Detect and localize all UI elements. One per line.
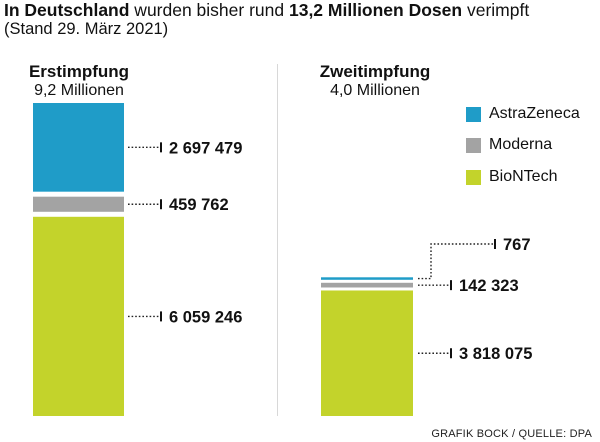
- legend-swatch-moderna: [466, 137, 481, 153]
- source-credit: GRAFIK BOCK / QUELLE: DPA: [431, 428, 592, 440]
- data-label-biontech-zweitimpfung: 3 818 075: [459, 345, 532, 363]
- legend-item-moderna: Moderna: [466, 135, 552, 155]
- group-divider: [277, 64, 278, 416]
- legend-label-astrazeneca: AstraZeneca: [489, 105, 580, 122]
- headline-bold-region: In Deutschland: [4, 0, 130, 20]
- legend-label-biontech: BioNTech: [489, 168, 558, 185]
- group-subtitle-zweitimpfung: 4,0 Millionen: [330, 82, 420, 99]
- bar-segment-astrazeneca-erstimpfung: [33, 103, 124, 192]
- data-label-moderna-erstimpfung: 459 762: [169, 196, 229, 214]
- leader-line-astrazeneca-zweitimpfung: [418, 243, 493, 280]
- group-title-zweitimpfung: Zweitimpfung: [319, 62, 431, 81]
- legend-item-biontech: BioNTech: [466, 167, 557, 187]
- data-label-moderna-zweitimpfung: 142 323: [459, 277, 519, 295]
- chart-headline: In Deutschland wurden bisher rund 13,2 M…: [4, 0, 529, 20]
- headline-bold-total: 13,2 Millionen Dosen: [288, 0, 463, 20]
- bar-segment-moderna-zweitimpfung: [321, 282, 413, 288]
- legend-swatch-astrazeneca: [466, 106, 481, 122]
- headline-text-2: verimpft: [462, 0, 530, 20]
- group-title-erstimpfung: Erstimpfung: [28, 62, 130, 81]
- headline-text-1: wurden bisher rund: [129, 0, 289, 20]
- data-label-astrazeneca-erstimpfung: 2 697 479: [169, 139, 242, 157]
- data-label-astrazeneca-zweitimpfung: 767: [503, 236, 531, 254]
- group-subtitle-erstimpfung: 9,2 Millionen: [34, 82, 124, 99]
- legend-label-moderna: Moderna: [489, 136, 553, 153]
- data-label-biontech-erstimpfung: 6 059 246: [169, 308, 242, 326]
- bar-segment-astrazeneca-zweitimpfung: [321, 277, 413, 280]
- chart-subtitle: (Stand 29. März 2021): [4, 20, 169, 38]
- bar-segment-biontech-erstimpfung: [33, 216, 124, 416]
- legend-item-astrazeneca: AstraZeneca: [466, 104, 580, 124]
- bar-segment-moderna-erstimpfung: [33, 196, 124, 212]
- bar-segment-biontech-zweitimpfung: [321, 290, 413, 416]
- legend-swatch-biontech: [466, 169, 481, 185]
